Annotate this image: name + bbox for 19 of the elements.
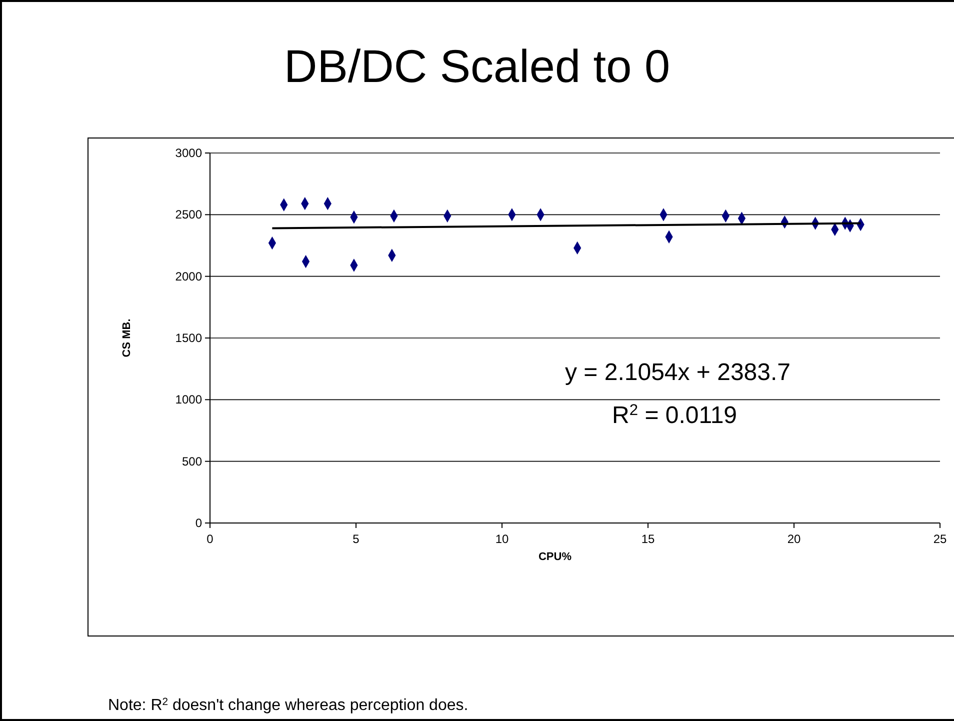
y-axis-title: CS MB. [121,318,133,358]
x-tick-label: 20 [787,532,801,546]
y-tick-label: 2000 [175,269,202,284]
x-axis-title: CPU% [538,551,572,563]
y-tick-label: 1000 [175,392,202,407]
y-tick-label: 1500 [175,331,202,345]
annotation: y = 2.1054x + 2383.7 [565,359,791,386]
x-tick-label: 5 [352,532,360,546]
y-tick-label: 500 [182,454,202,468]
text: Note: R$^{2}$ doesn't change whereas perception does. [108,696,468,714]
annotation: R$^{2}$ = 0.0119 [612,402,738,429]
y-tick-label: 0 [195,516,202,530]
x-tick-label: 15 [641,532,655,546]
x-tick-label: 25 [933,532,947,546]
x-tick-label: 0 [206,532,214,546]
y-tick-label: 2500 [175,208,202,222]
x-tick-label: 10 [495,532,509,546]
chart-title: DB/DC Scaled to 0 [284,40,670,92]
y-tick-label: 3000 [175,146,202,160]
